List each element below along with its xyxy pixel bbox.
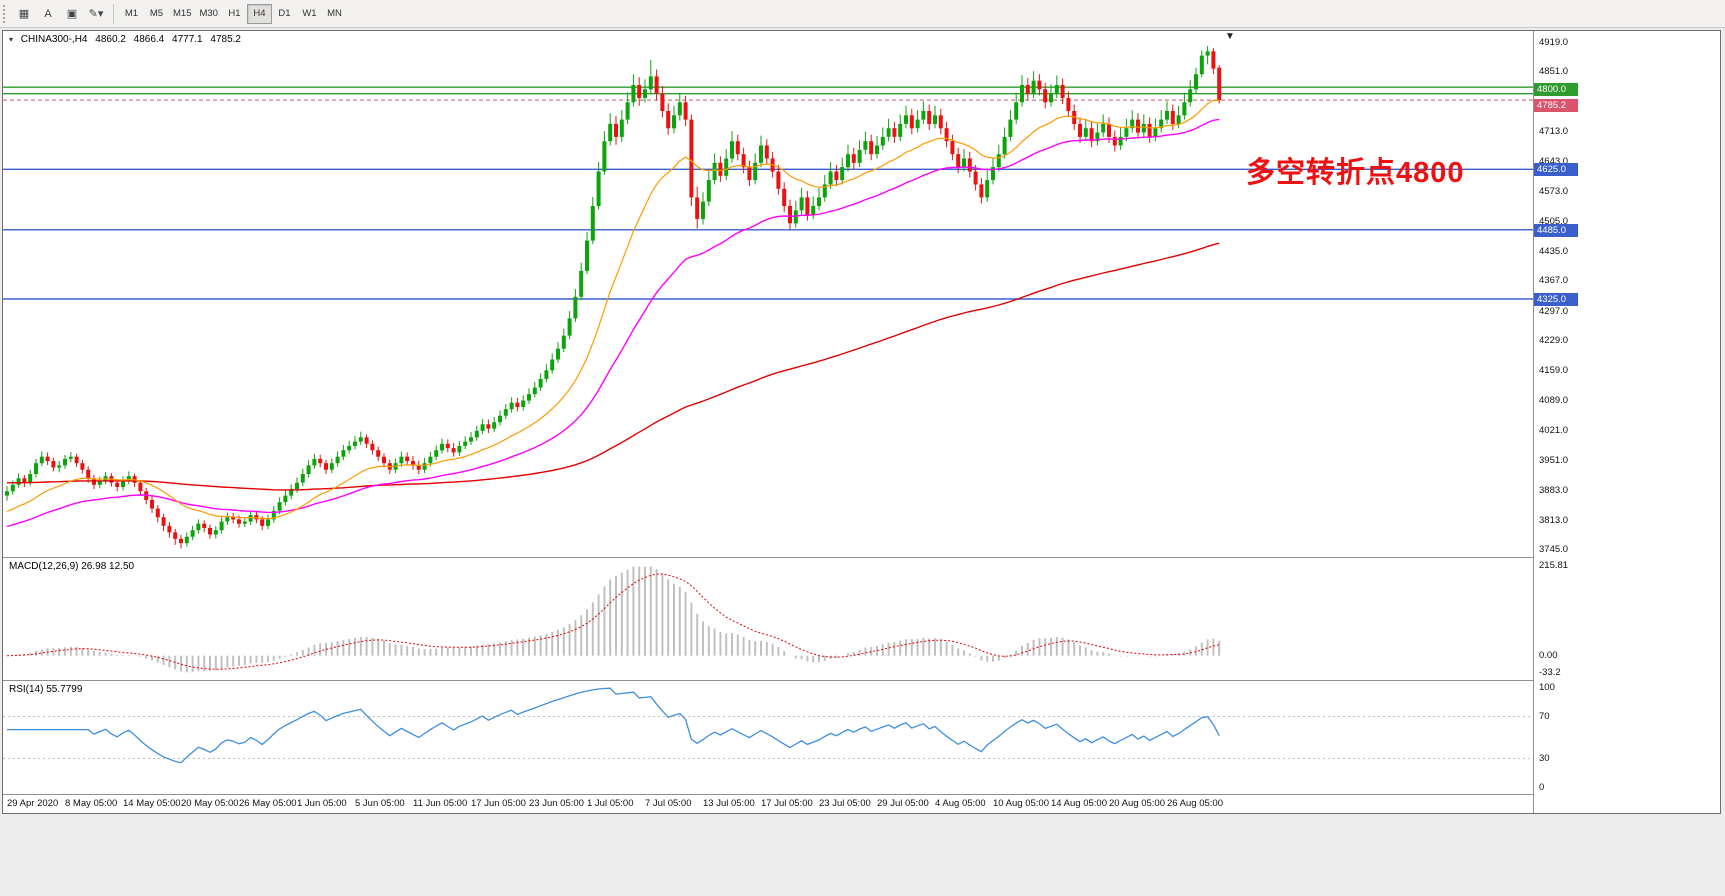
price-tick-label: 4297.0	[1539, 305, 1569, 317]
price-tick-label: 4229.0	[1539, 334, 1569, 346]
textbox-tool-icon[interactable]: ▣	[66, 8, 78, 20]
macd-scale-zero: 0.00	[1539, 649, 1558, 661]
timeframe-button-m15[interactable]: M15	[173, 8, 192, 19]
pane-separator[interactable]	[3, 794, 1720, 795]
time-axis-label: 10 Aug 05:00	[993, 798, 1049, 809]
time-axis-label: 13 Jul 05:00	[703, 798, 755, 809]
time-axis-label: 29 Apr 2020	[7, 798, 59, 809]
price-tick-label: 4573.0	[1539, 186, 1569, 198]
time-axis-label: 1 Jul 05:00	[587, 798, 634, 809]
resistance-price-label: 4800.0	[1534, 82, 1578, 96]
timeframe-button-d1[interactable]: D1	[278, 8, 291, 19]
time-axis-label: 7 Jul 05:00	[645, 798, 692, 809]
time-axis-label: 20 Aug 05:00	[1109, 798, 1165, 809]
time-axis-label: 23 Jul 05:00	[819, 798, 871, 809]
rsi-scale-label: 0	[1539, 782, 1545, 793]
timeframe-bar: M1 M5 M15 M30 H1 H4 D1 W1 MN	[119, 3, 347, 24]
timeframe-button-mn[interactable]: MN	[327, 8, 342, 19]
price-tick-label: 3951.0	[1539, 455, 1569, 467]
rsi-title: RSI(14) 55.7799	[9, 684, 83, 695]
price-tick-label: 4505.0	[1539, 215, 1569, 227]
time-axis-label: 17 Jun 05:00	[471, 798, 526, 809]
current-price-label: 4785.2	[1534, 99, 1578, 113]
timeframe-button-m5[interactable]: M5	[149, 8, 164, 19]
rsi-pane[interactable]: RSI(14) 55.7799	[3, 681, 1533, 794]
shift-marker-icon: ▼	[1225, 31, 1235, 42]
support-price-label: 4325.0	[1534, 292, 1578, 306]
price-tick-label: 3813.0	[1539, 514, 1569, 526]
toolbar-tools: ▦ A ▣ ✎▾	[12, 4, 108, 24]
ohlc-close: 4785.2	[210, 34, 241, 45]
rsi-scale-label: 100	[1539, 682, 1555, 693]
time-axis-label: 26 May 05:00	[239, 798, 297, 809]
macd-chart	[6, 566, 1221, 673]
pane-separator[interactable]	[3, 680, 1720, 681]
time-axis-label: 20 May 05:00	[181, 798, 239, 809]
time-axis-label: 5 Jun 05:00	[355, 798, 405, 809]
time-axis-label: 1 Jun 05:00	[297, 798, 347, 809]
macd-title: MACD(12,26,9) 26.98 12.50	[9, 561, 135, 572]
toolbar-separator	[113, 3, 114, 24]
price-tick-label: 4435.0	[1539, 245, 1569, 257]
text-tool-icon[interactable]: A	[44, 7, 52, 20]
time-axis[interactable]: 29 Apr 2020 8 May 05:00 14 May 05:00 20 May…	[3, 795, 1533, 813]
candlestick-chart	[3, 46, 1533, 549]
time-axis-label: 23 Jun 05:00	[529, 798, 584, 809]
timeframe-button-w1[interactable]: W1	[302, 8, 317, 19]
rsi-scale-label: 30	[1539, 752, 1550, 764]
time-axis-label: 29 Jul 05:00	[877, 798, 929, 809]
price-tick-label: 4089.0	[1539, 395, 1569, 407]
timeframe-button-m30[interactable]: M30	[199, 8, 218, 19]
support-price-label: 4625.0	[1534, 163, 1578, 177]
price-tick-label: 4367.0	[1539, 275, 1569, 287]
symbol-label: CHINA300-,H4	[20, 34, 88, 45]
ohlc-low: 4777.1	[172, 34, 203, 45]
price-tick-label: 3745.0	[1539, 544, 1569, 556]
timeframe-button-m1[interactable]: M1	[124, 8, 139, 19]
time-axis-label: 14 Aug 05:00	[1051, 798, 1107, 809]
scale-border	[1533, 31, 1534, 813]
rsi-scale-label: 70	[1539, 710, 1550, 722]
macd-pane[interactable]: MACD(12,26,9) 26.98 12.50	[3, 558, 1533, 680]
price-tick-label: 4021.0	[1539, 424, 1569, 436]
time-axis-label: 26 Aug 05:00	[1167, 798, 1223, 809]
time-axis-label: 14 May 05:00	[123, 798, 181, 809]
chart-window: ▾ CHINA300-,H4 4860.2 4866.4 4777.1 4785…	[2, 30, 1721, 814]
time-axis-label: 11 Jun 05:00	[413, 798, 468, 809]
pane-separator[interactable]	[3, 557, 1720, 558]
time-axis-label: 8 May 05:00	[65, 798, 118, 809]
macd-scale-max: 215.81	[1539, 560, 1569, 571]
price-tick-label: 4713.0	[1539, 125, 1569, 137]
indicators-icon[interactable]: ▦	[18, 8, 30, 20]
drawing-tools-icon[interactable]: ✎▾	[88, 8, 104, 20]
toolbar-grip[interactable]	[3, 4, 8, 23]
price-tick-label: 4643.0	[1539, 156, 1569, 168]
ohlc-open: 4860.2	[95, 34, 126, 45]
ohlc-high: 4866.4	[133, 34, 165, 45]
price-tick-label: 4919.0	[1539, 36, 1569, 48]
price-scale[interactable]: 4800.0 4785.2 215.81 0.00 -33.2 4919.0 48…	[1534, 31, 1720, 813]
time-axis-label: 4 Aug 05:00	[935, 798, 986, 809]
macd-scale-min: -33.2	[1539, 667, 1561, 678]
price-tick-label: 3883.0	[1539, 484, 1569, 496]
annotation-text: 多空转折点4800	[1246, 157, 1465, 189]
time-axis-label: 17 Jul 05:00	[761, 798, 813, 809]
timeframe-button-h4[interactable]: H4	[246, 3, 272, 24]
toolbar: ▦ A ▣ ✎▾ M1 M5 M15 M30 H1 H4 D1 W1 MN	[0, 0, 1725, 28]
support-price-label: 4485.0	[1534, 223, 1578, 237]
main-chart-pane[interactable]: ▾ CHINA300-,H4 4860.2 4866.4 4777.1 4785…	[3, 31, 1533, 557]
chart-info-line: ▾ CHINA300-,H4 4860.2 4866.4 4777.1 4785…	[9, 34, 246, 45]
price-tick-label: 4851.0	[1539, 66, 1569, 78]
timeframe-button-h1[interactable]: H1	[228, 8, 241, 19]
rsi-chart	[3, 687, 1533, 764]
collapse-icon[interactable]: ▾	[9, 35, 14, 44]
price-tick-label: 4159.0	[1539, 365, 1569, 377]
